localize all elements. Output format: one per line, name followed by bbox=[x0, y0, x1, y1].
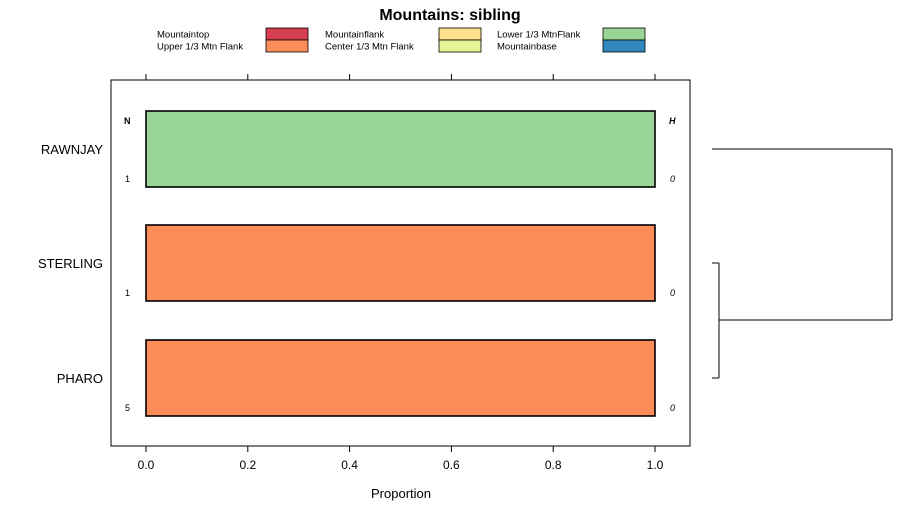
category-label: RAWNJAY bbox=[41, 142, 103, 157]
legend-swatch bbox=[438, 39, 482, 53]
n-value: 1 bbox=[125, 288, 130, 298]
legend-swatch bbox=[602, 39, 646, 53]
chart-title: Mountains: sibling bbox=[379, 7, 520, 24]
x-tick-label: 0.8 bbox=[545, 458, 562, 472]
n-header: N bbox=[124, 116, 131, 126]
h-header: H bbox=[669, 116, 676, 126]
h-value: 0 bbox=[670, 403, 675, 413]
legend-label: Lower 1/3 MtnFlank bbox=[497, 30, 581, 41]
legend-swatch bbox=[265, 27, 309, 41]
bars bbox=[145, 110, 656, 417]
bar-outline bbox=[145, 110, 656, 188]
x-tick-label: 0.0 bbox=[138, 458, 155, 472]
h-value: 0 bbox=[670, 288, 675, 298]
category-label: STERLING bbox=[38, 256, 103, 271]
category-label: PHARO bbox=[57, 371, 103, 386]
legend-swatch bbox=[438, 27, 482, 41]
plot-frame bbox=[110, 79, 691, 447]
x-tick-label: 0.2 bbox=[239, 458, 256, 472]
legend-label: Mountainflank bbox=[325, 30, 384, 41]
legend-label: Mountainbase bbox=[497, 42, 557, 53]
x-tick-label: 1.0 bbox=[647, 458, 664, 472]
bar-outline bbox=[145, 224, 656, 302]
dendrogram bbox=[712, 148, 893, 379]
x-tick-label: 0.4 bbox=[341, 458, 358, 472]
x-axis-title: Proportion bbox=[371, 486, 431, 501]
bar-outline bbox=[145, 339, 656, 417]
legend-swatch bbox=[602, 27, 646, 41]
legend-label: Center 1/3 Mtn Flank bbox=[325, 42, 414, 53]
bar-segment bbox=[146, 225, 655, 301]
annotations: N H 1 1 5 0 0 0 bbox=[124, 116, 676, 413]
n-value: 5 bbox=[125, 403, 130, 413]
legend-swatch bbox=[265, 39, 309, 53]
axes: 0.0 0.2 0.4 0.6 0.8 1.0 RAWNJAY STERLING PHARO bbox=[38, 74, 691, 472]
bar-segment bbox=[146, 111, 655, 187]
x-tick-label: 0.6 bbox=[443, 458, 460, 472]
legend-label: Upper 1/3 Mtn Flank bbox=[157, 42, 243, 53]
legend-label: Mountaintop bbox=[157, 30, 209, 41]
h-value: 0 bbox=[670, 174, 675, 184]
n-value: 1 bbox=[125, 174, 130, 184]
bar-segment bbox=[146, 340, 655, 416]
